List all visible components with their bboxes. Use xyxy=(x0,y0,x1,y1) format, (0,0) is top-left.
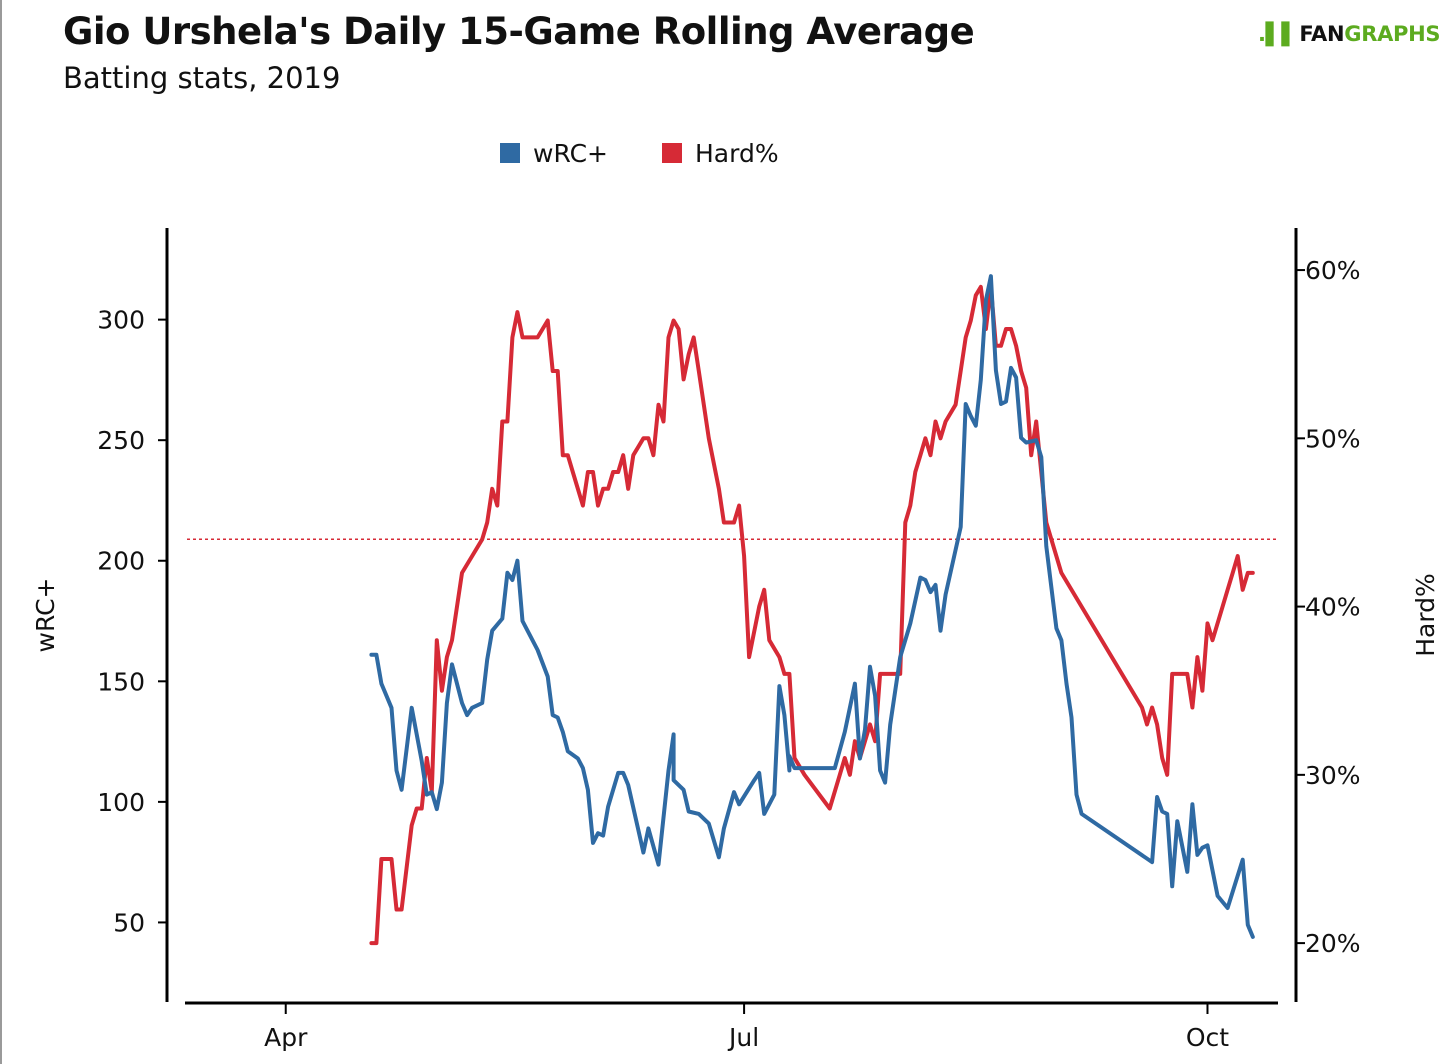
x-tick-label: Oct xyxy=(1186,1023,1229,1052)
x-tick-label: Apr xyxy=(264,1023,308,1052)
y-left-tick-label: 150 xyxy=(97,667,145,696)
y-right-tick-label: 60% xyxy=(1305,256,1361,285)
x-tick-label: Jul xyxy=(727,1023,759,1052)
y-right-axis-label: Hard% xyxy=(1411,573,1440,657)
legend-label-hard: Hard% xyxy=(695,139,779,168)
legend-swatch-wrc xyxy=(500,143,520,163)
logo-text-fan: FAN xyxy=(1299,22,1345,46)
y-left-tick-label: 50 xyxy=(113,908,145,937)
y-left-tick-label: 250 xyxy=(97,426,145,455)
fangraphs-logo: .▌▌FANGRAPHS xyxy=(1258,22,1441,46)
y-left-tick-label: 100 xyxy=(97,788,145,817)
y-right-tick-label: 50% xyxy=(1305,424,1361,453)
logo-text-graphs: GRAPHS xyxy=(1344,22,1441,46)
left-edge-rule xyxy=(0,0,2,1064)
series-line-hard xyxy=(369,284,1255,946)
legend-label-wrc: wRC+ xyxy=(533,139,608,168)
y-left-tick-label: 300 xyxy=(97,306,145,335)
y-right-tick-label: 40% xyxy=(1305,593,1361,622)
logo-mark: .▌▌ xyxy=(1258,22,1298,46)
chart-subtitle: Batting stats, 2019 xyxy=(63,61,341,95)
y-right-tick-label: 20% xyxy=(1305,929,1361,958)
legend-swatch-hard xyxy=(662,143,682,163)
series-line-wrc xyxy=(369,274,1255,939)
y-right-tick-label: 30% xyxy=(1305,761,1361,790)
legend: wRC+ Hard% xyxy=(500,139,779,168)
y-left-axis-label: wRC+ xyxy=(31,578,60,653)
chart-title: Gio Urshela's Daily 15-Game Rolling Aver… xyxy=(63,10,975,53)
y-left-tick-label: 200 xyxy=(97,547,145,576)
axes: 50 100 150 200 250 300 20% 30% 40% 50% 60% Apr Jul Oc… xyxy=(31,228,1440,1052)
series-lines xyxy=(369,274,1255,946)
